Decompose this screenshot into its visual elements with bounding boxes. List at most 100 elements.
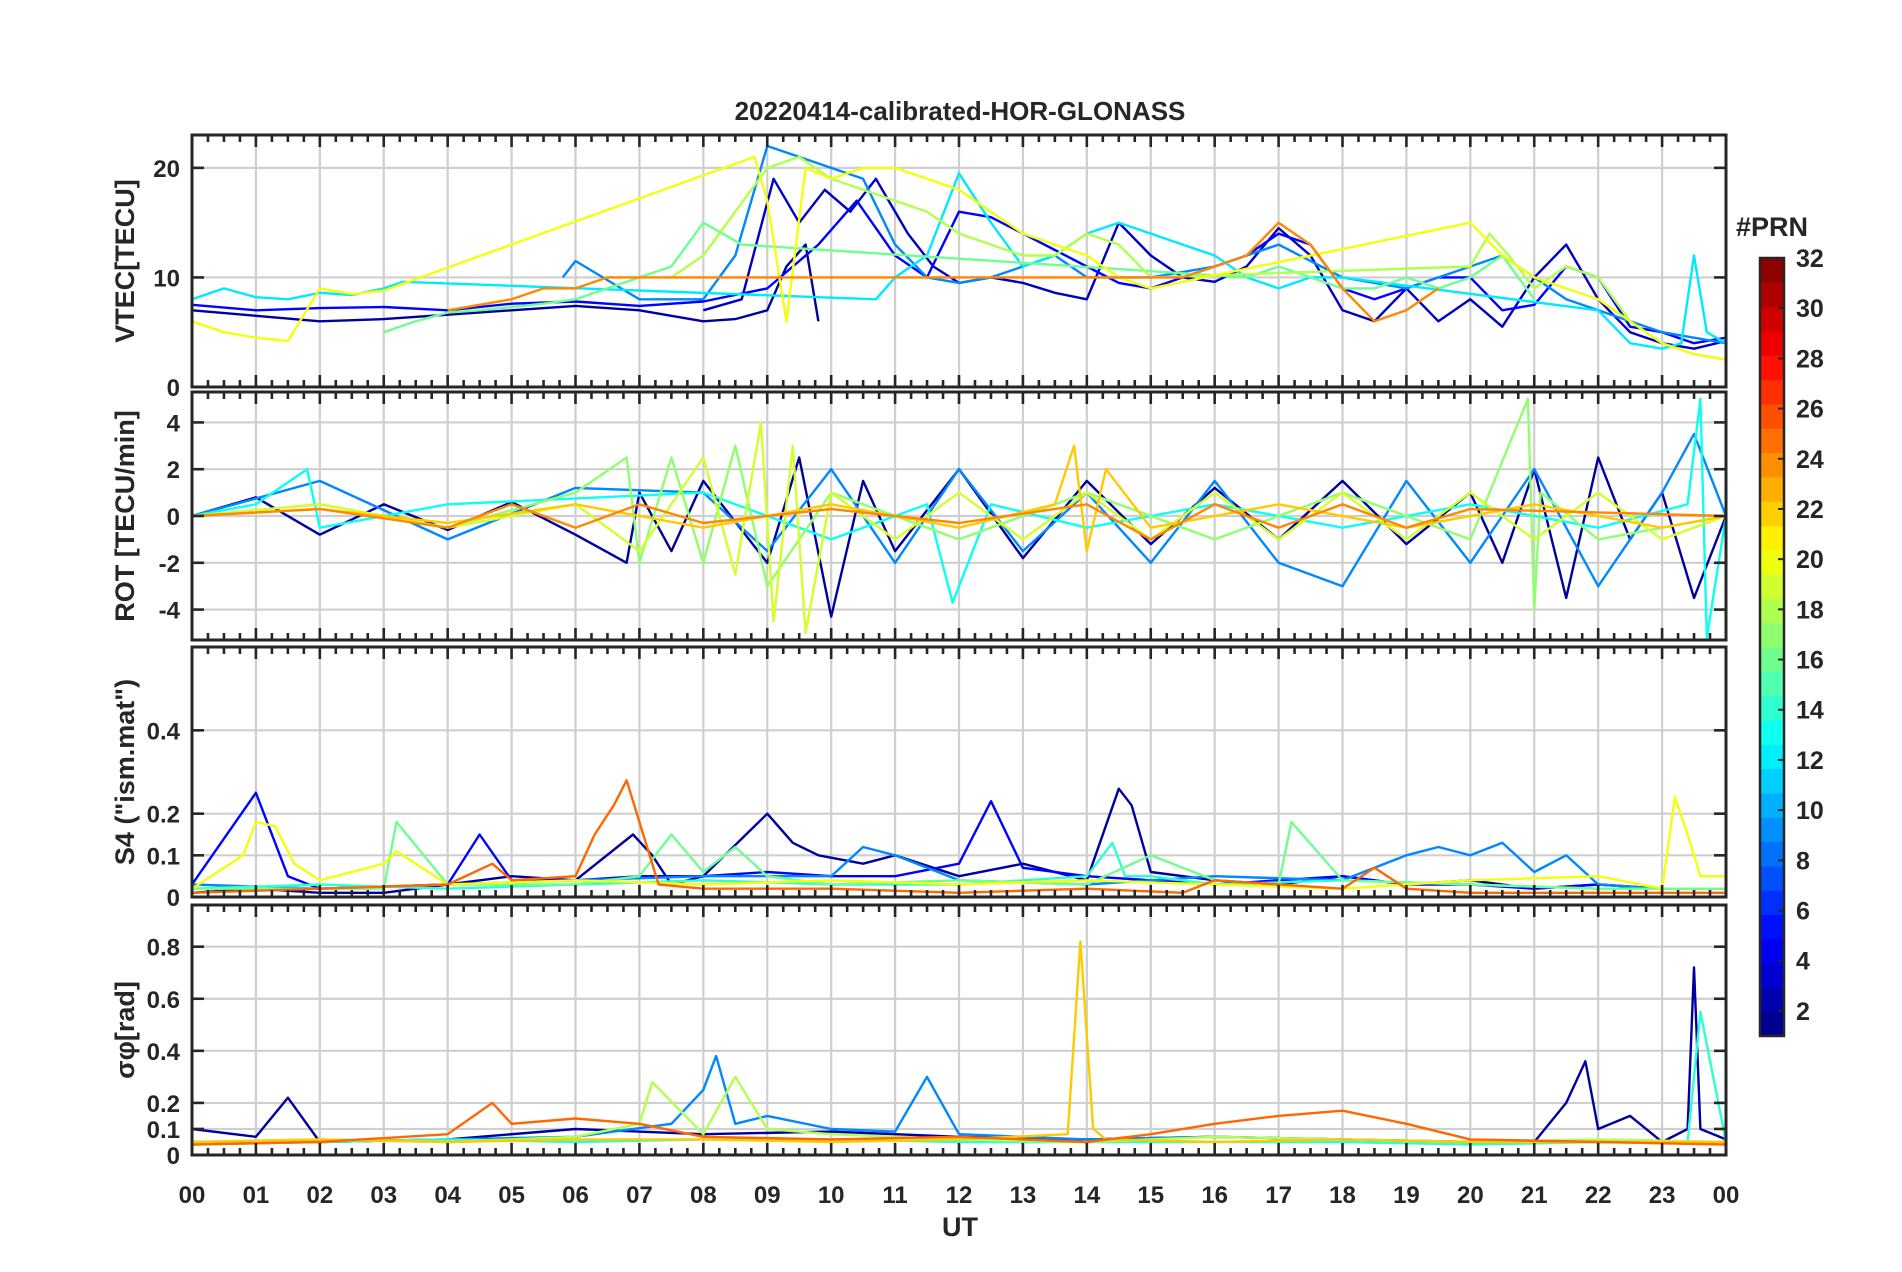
x-tick-label: 00 bbox=[179, 1182, 206, 1209]
colorbar-swatch bbox=[1760, 598, 1784, 624]
colorbar-tick-label: 4 bbox=[1796, 948, 1810, 976]
x-tick-label: 12 bbox=[946, 1182, 973, 1209]
x-tick-labels: 00 01 02 03 04 05 06 07 08 09 10 11 12 13 14 15 16 17 18 19… bbox=[179, 1182, 1740, 1209]
colorbar-tick-label: 16 bbox=[1796, 647, 1824, 675]
x-tick-label: 20 bbox=[1457, 1182, 1484, 1209]
series-line-prn-13 bbox=[192, 397, 1726, 639]
colorbar-tick-label: 30 bbox=[1796, 295, 1824, 323]
series-group bbox=[192, 397, 1726, 639]
series-line-prn-16 bbox=[383, 221, 1536, 334]
x-tick-label: 03 bbox=[370, 1182, 397, 1209]
series-line-prn-5 bbox=[192, 199, 1726, 345]
colorbar-tick-label: 28 bbox=[1796, 345, 1824, 373]
y-tick-label: 0.8 bbox=[147, 935, 180, 962]
colorbar-tick-label: 24 bbox=[1796, 446, 1824, 474]
x-tick-label: 14 bbox=[1073, 1182, 1100, 1209]
panel-3: 0 0.1 0.2 0.4 S4 ("ism.mat") bbox=[110, 645, 1728, 912]
series-line-prn-20 bbox=[192, 155, 1726, 361]
axes-frame bbox=[190, 645, 1728, 899]
y-tick-label: 2 bbox=[167, 457, 180, 484]
y-tick-label: 10 bbox=[153, 265, 180, 292]
panel-4: 00.10.2 0.4 0.6 0.8 σφ[rad] bbox=[110, 903, 1728, 1170]
x-tick-label: 11 bbox=[882, 1182, 907, 1209]
x-tick-label: 09 bbox=[754, 1182, 781, 1209]
x-tick-label: 22 bbox=[1585, 1182, 1612, 1209]
series-line-prn-22 bbox=[192, 940, 1726, 1144]
colorbar-swatch bbox=[1760, 476, 1784, 502]
x-tick-label: 05 bbox=[498, 1182, 525, 1209]
y-tick-label: 0 bbox=[167, 375, 180, 402]
colorbar-swatch bbox=[1760, 622, 1784, 648]
y-tick-label: 4 bbox=[167, 410, 181, 437]
colorbar-swatch bbox=[1760, 987, 1784, 1013]
y-axis-label: VTEC[TECU] bbox=[110, 179, 140, 343]
colorbar-swatch bbox=[1760, 452, 1784, 478]
series-line-prn-20 bbox=[192, 795, 1726, 890]
y-tick-label: 0 bbox=[167, 504, 180, 531]
colorbar-swatch bbox=[1760, 428, 1784, 454]
colorbar-frame bbox=[1758, 256, 1786, 1038]
colorbar-swatch bbox=[1760, 258, 1784, 283]
colorbar-tick-label: 32 bbox=[1796, 245, 1824, 273]
x-tick-label: 01 bbox=[243, 1182, 270, 1209]
panel-1: 0 10 20 VTEC[TECU] bbox=[110, 133, 1728, 402]
colorbar-swatch bbox=[1760, 355, 1784, 381]
colorbar-tick-label: 20 bbox=[1796, 546, 1824, 574]
colorbar-swatch bbox=[1760, 501, 1784, 527]
colorbar-swatch bbox=[1760, 865, 1784, 891]
colorbar-swatch bbox=[1760, 379, 1784, 405]
y-tick-label: 20 bbox=[153, 156, 180, 183]
colorbar-swatch bbox=[1760, 574, 1784, 599]
series-line-prn-24 bbox=[447, 221, 1440, 323]
y-axis-label: S4 ("ism.mat") bbox=[110, 679, 140, 865]
colorbar-tick-label: 22 bbox=[1796, 496, 1824, 524]
colorbar-swatch bbox=[1760, 1011, 1784, 1037]
x-tick-label: 23 bbox=[1649, 1182, 1676, 1209]
y-tick-label: 0.4 bbox=[147, 718, 181, 745]
x-tick-label: 17 bbox=[1265, 1182, 1292, 1209]
axes-frame bbox=[190, 133, 1728, 389]
colorbar-tick-label: 12 bbox=[1796, 747, 1824, 775]
colorbar-swatch bbox=[1760, 792, 1784, 818]
axes-frame bbox=[190, 903, 1728, 1157]
series-line-prn-18 bbox=[670, 155, 1726, 361]
colorbar-swatch bbox=[1760, 914, 1784, 940]
x-tick-label: 06 bbox=[562, 1182, 589, 1209]
y-tick-label: -4 bbox=[159, 598, 181, 625]
x-tick-label: 15 bbox=[1137, 1182, 1164, 1209]
y-tick-label: -2 bbox=[159, 551, 180, 578]
x-tick-label: 07 bbox=[626, 1182, 653, 1209]
y-tick-label: 0 bbox=[167, 885, 180, 912]
colorbar-tick-label: 18 bbox=[1796, 596, 1824, 624]
colorbar-swatch bbox=[1760, 525, 1784, 551]
chart-title: 20220414-calibrated-HOR-GLONASS bbox=[735, 96, 1186, 126]
colorbar-tick-label: 14 bbox=[1796, 697, 1824, 725]
series-line-prn-19 bbox=[192, 421, 1726, 635]
x-tick-label: 04 bbox=[434, 1182, 461, 1209]
y-axis-label: ROT [TECU/min] bbox=[110, 410, 140, 621]
colorbar-swatch bbox=[1760, 744, 1784, 770]
panel-2: -4 -2 0 2 4 ROT [TECU/min] bbox=[110, 390, 1728, 642]
y-tick-label: 0.6 bbox=[147, 987, 180, 1014]
colorbar-tick-label: 10 bbox=[1796, 797, 1824, 825]
y-axis-label: σφ[rad] bbox=[110, 981, 140, 1079]
colorbar-label: #PRN bbox=[1736, 212, 1808, 242]
colorbar-tick-label: 6 bbox=[1796, 898, 1810, 926]
y-tick-label: 0 bbox=[167, 1143, 180, 1170]
series-group bbox=[192, 940, 1726, 1146]
colorbar-swatch bbox=[1760, 817, 1784, 843]
colorbar-swatch bbox=[1760, 938, 1784, 964]
y-tick-label: 0.2 bbox=[147, 1091, 180, 1118]
colorbar-tick-label: 2 bbox=[1796, 998, 1810, 1026]
y-tick-label: 0.1 bbox=[147, 1117, 180, 1144]
x-tick-label: 16 bbox=[1201, 1182, 1228, 1209]
x-tick-label: 08 bbox=[690, 1182, 717, 1209]
colorbar-swatch bbox=[1760, 549, 1784, 575]
colorbar-swatch bbox=[1760, 963, 1784, 988]
x-tick-label: 21 bbox=[1521, 1182, 1548, 1209]
colorbar-swatch bbox=[1760, 719, 1784, 745]
colorbar-swatch bbox=[1760, 768, 1784, 794]
